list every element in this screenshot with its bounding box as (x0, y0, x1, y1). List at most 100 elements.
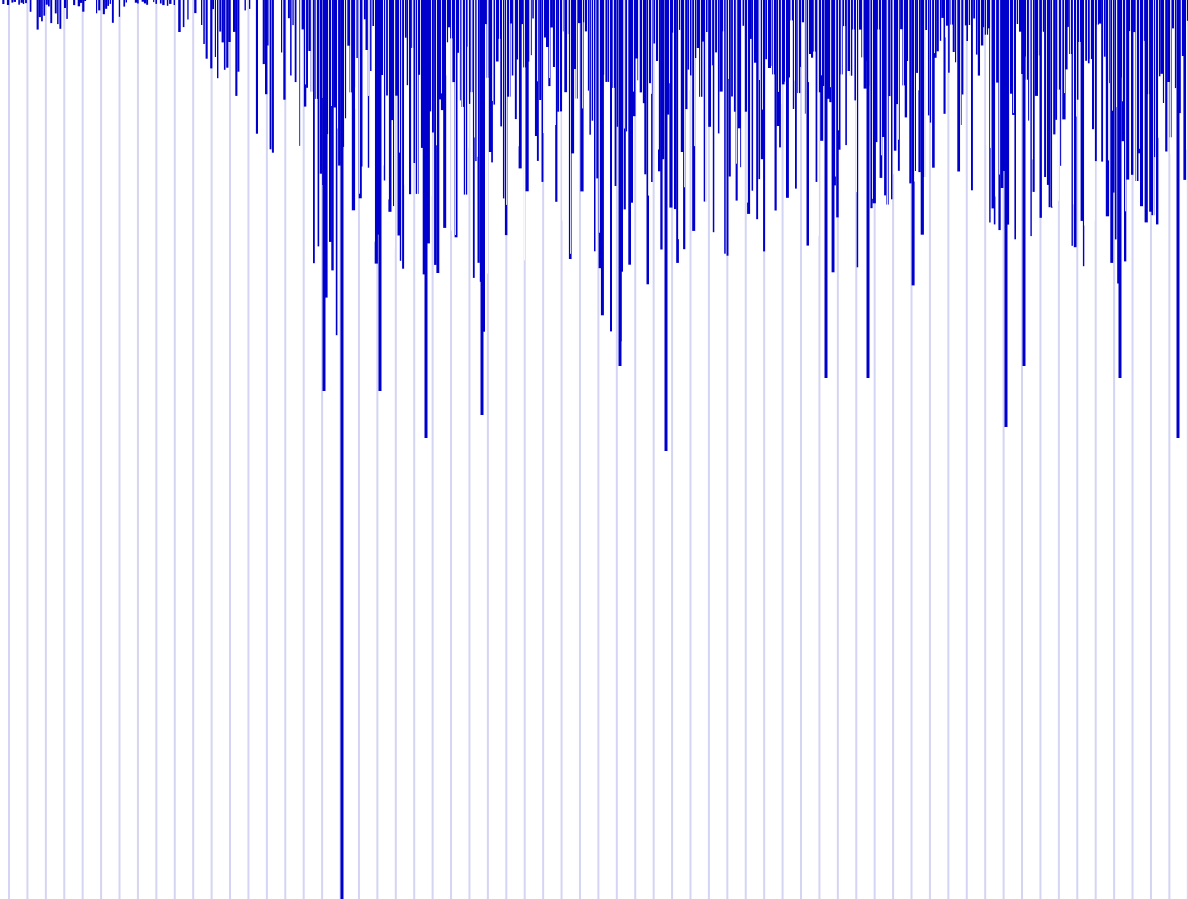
bar (125, 0, 127, 3)
bar (596, 0, 599, 179)
bar (292, 0, 294, 26)
bar (717, 0, 720, 134)
bar-gap (856, 0, 857, 193)
bar (406, 0, 409, 86)
spike-bar (824, 0, 828, 378)
bar (395, 0, 398, 96)
bar (105, 0, 108, 9)
bar (939, 0, 942, 41)
bar-gap (1052, 0, 1053, 207)
bar-gap (1164, 0, 1165, 196)
bar (964, 0, 968, 26)
bar (358, 0, 362, 199)
bar-gap (1125, 0, 1126, 212)
bar (808, 0, 812, 54)
bar (724, 0, 726, 254)
bar (895, 0, 899, 105)
bar-gap (844, 0, 845, 229)
bar (728, 0, 731, 177)
bar (290, 0, 292, 76)
bar (594, 0, 596, 252)
bar (1101, 0, 1104, 162)
bar (674, 0, 677, 210)
bar-gap (537, 0, 538, 82)
bar (870, 0, 873, 209)
bar (1162, 0, 1165, 103)
bar (488, 0, 492, 152)
bar-gap (853, 0, 854, 121)
bar-gap (1026, 0, 1027, 146)
bar-gap (1174, 0, 1175, 104)
bar (527, 0, 530, 62)
bar-gap (331, 0, 332, 106)
bar-gap (465, 0, 466, 204)
bar (792, 0, 795, 109)
bar-gap (794, 0, 795, 81)
bar (1160, 0, 1164, 74)
bar-gap (1122, 0, 1123, 102)
bar (495, 0, 499, 62)
bar (1103, 0, 1106, 57)
bar (438, 0, 442, 100)
bar (911, 0, 915, 286)
bar-gap (939, 0, 940, 128)
bar-gap (1079, 0, 1080, 131)
bar-gap (673, 0, 674, 169)
bar (244, 0, 246, 11)
bar (788, 0, 790, 78)
bar (210, 0, 213, 69)
bar-gap (543, 0, 544, 134)
bar-gap (850, 0, 851, 140)
bar (1105, 0, 1110, 217)
bar-gap (999, 0, 1000, 175)
bar-gap (514, 0, 515, 149)
bar-gap (747, 0, 748, 203)
bar (975, 0, 978, 55)
bar (555, 0, 558, 202)
bar-gap (412, 0, 413, 244)
bar (443, 0, 447, 228)
bar-gap (383, 0, 384, 166)
bar (123, 0, 126, 7)
bar (255, 0, 258, 134)
bar (934, 0, 937, 58)
bar-gap (887, 0, 888, 247)
bar (159, 0, 162, 4)
bar-gap (576, 0, 577, 223)
bar-gap (1042, 0, 1043, 197)
bar (783, 0, 786, 82)
bar-gap (311, 0, 312, 134)
bar (143, 0, 147, 4)
bar (982, 0, 985, 28)
bar-gap (599, 0, 600, 233)
bar (763, 0, 766, 252)
bar-gap (1186, 0, 1187, 150)
bar (381, 0, 384, 75)
bar (580, 0, 584, 192)
bar (719, 0, 723, 92)
bar (1046, 0, 1049, 185)
bar (317, 0, 320, 247)
bar-gap (524, 0, 525, 261)
bar-gap (980, 0, 981, 86)
bar (806, 0, 809, 246)
bar (1140, 0, 1143, 207)
bar (66, 0, 68, 19)
bar (863, 0, 867, 89)
bar (267, 0, 269, 46)
bar-gap (1070, 0, 1071, 81)
bar (452, 0, 456, 83)
bar (383, 0, 386, 181)
bar-gap (1058, 0, 1059, 201)
spike-bar (866, 0, 870, 378)
bar-gap (1148, 0, 1149, 194)
bar-gap (791, 0, 792, 166)
bar (1057, 0, 1061, 90)
bar (532, 0, 534, 19)
bar (388, 0, 392, 212)
bar (767, 0, 771, 68)
bar-gap (689, 0, 690, 91)
bar (925, 0, 928, 30)
bar-gap (468, 0, 469, 149)
bar (214, 0, 216, 57)
